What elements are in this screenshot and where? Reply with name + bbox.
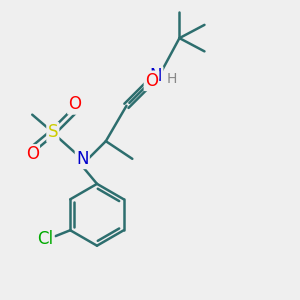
Text: N: N [150, 68, 162, 85]
Text: N: N [76, 150, 88, 168]
Text: O: O [145, 72, 158, 90]
Text: S: S [48, 123, 58, 141]
Text: H: H [167, 72, 177, 86]
Text: Cl: Cl [37, 230, 53, 248]
Text: O: O [26, 146, 39, 164]
Text: O: O [68, 95, 81, 113]
